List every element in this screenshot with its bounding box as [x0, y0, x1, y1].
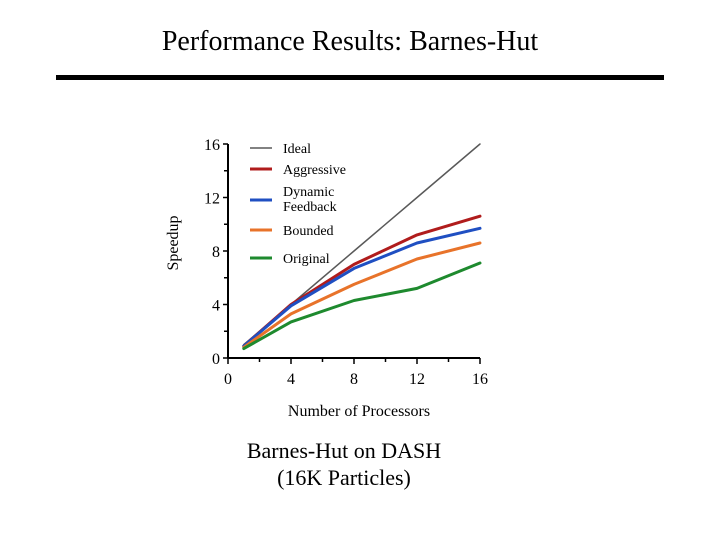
x-axis-title: Number of Processors	[288, 403, 430, 420]
legend-label-ideal: Ideal	[283, 142, 311, 157]
series-line-original	[242, 261, 482, 351]
y-tick-label: 16	[204, 137, 220, 154]
caption-line-1: Barnes-Hut on DASH	[246, 438, 442, 463]
legend-label-dynamic-feedback-cont: Feedback	[283, 200, 337, 215]
y-tick-label: 12	[204, 191, 220, 208]
caption-line-2: (16K Particles)	[277, 465, 411, 490]
series-line-bounded	[242, 241, 482, 349]
chart-ticks: 0 4 8 12 16 0 4 8 12 16	[204, 137, 488, 388]
slide-title: Performance Results: Barnes-Hut	[161, 26, 539, 57]
chart-caption: Barnes-Hut on DASH (16K Particles)	[228, 437, 460, 491]
y-tick-label: 4	[212, 298, 220, 315]
x-tick-label: 16	[472, 371, 488, 388]
title-divider	[56, 75, 664, 80]
x-tick-label: 0	[224, 371, 232, 388]
series-line-dynamic-feedback	[242, 226, 482, 348]
legend-label-bounded: Bounded	[283, 224, 334, 239]
legend-label-original: Original	[283, 252, 330, 267]
x-tick-label: 8	[350, 371, 358, 388]
x-tick-label: 12	[409, 371, 425, 388]
y-tick-label: 0	[212, 351, 220, 368]
chart-series	[242, 143, 482, 351]
legend-label-aggressive: Aggressive	[283, 163, 346, 178]
x-tick-label: 4	[287, 371, 295, 388]
legend-label-dynamic-feedback: Dynamic	[283, 185, 334, 200]
y-axis-title: Speedup	[165, 215, 182, 270]
y-tick-label: 8	[212, 244, 220, 261]
